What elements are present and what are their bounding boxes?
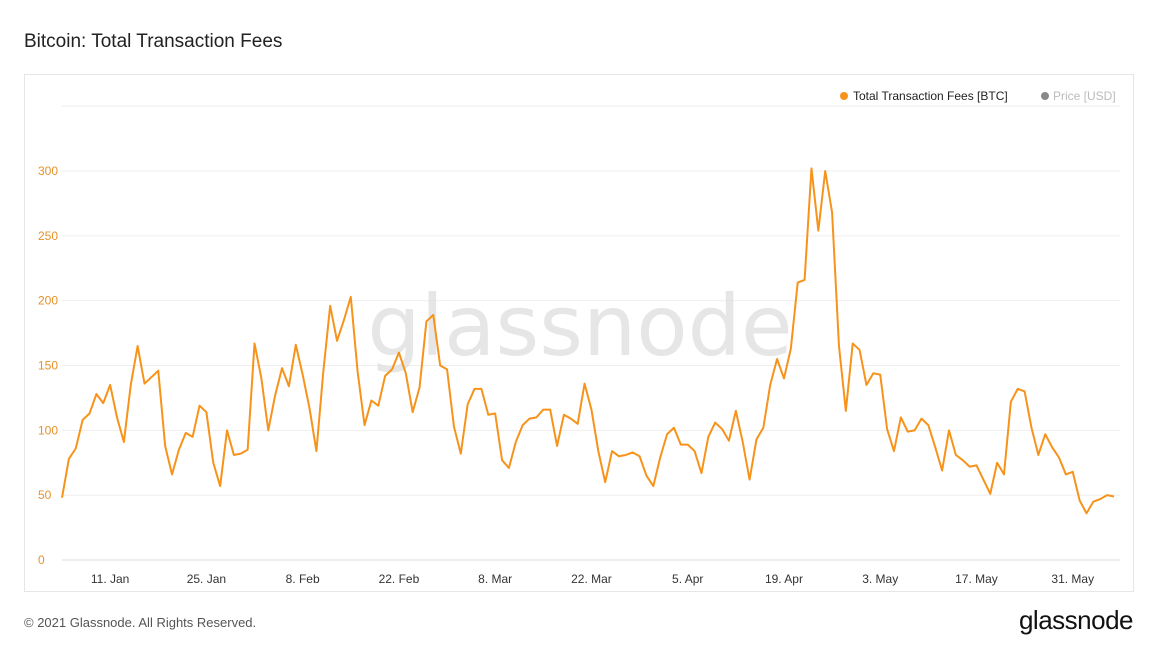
x-tick-label: 22. Mar bbox=[571, 572, 612, 586]
x-tick-label: 17. May bbox=[955, 572, 998, 586]
legend-item[interactable]: Total Transaction Fees [BTC] bbox=[840, 89, 1008, 103]
series-layer bbox=[61, 167, 1115, 515]
legend-label: Price [USD] bbox=[1053, 89, 1116, 103]
glassnode-logo[interactable]: glassnode bbox=[1018, 605, 1134, 635]
x-tick-label: 3. May bbox=[862, 572, 898, 586]
legend-label: Total Transaction Fees [BTC] bbox=[853, 89, 1008, 103]
x-tick-label: 8. Mar bbox=[478, 572, 512, 586]
x-tick-label: 31. May bbox=[1051, 572, 1094, 586]
x-tick-label: 19. Apr bbox=[765, 572, 803, 586]
series-line-total-transaction-fees bbox=[61, 167, 1115, 515]
grid-lines bbox=[62, 105, 1120, 561]
y-tick-label: 100 bbox=[38, 423, 58, 437]
x-axis-ticks: 11. Jan 25. Jan 8. Feb 22. Feb 8. Mar 22. Mar… bbox=[91, 572, 1094, 586]
y-tick-label: 150 bbox=[38, 359, 58, 373]
y-tick-label: 0 bbox=[38, 553, 45, 567]
copyright-text: © 2021 Glassnode. All Rights Reserved. bbox=[24, 615, 257, 630]
y-tick-label: 300 bbox=[38, 164, 58, 178]
chart-panel bbox=[24, 74, 1134, 592]
legend[interactable]: Total Transaction Fees [BTC] Price [USD] bbox=[840, 89, 1116, 103]
watermark: glassnode bbox=[367, 277, 792, 375]
legend-marker bbox=[1041, 92, 1049, 100]
legend-marker bbox=[840, 92, 848, 100]
y-axis-ticks: 0 50 100 150 200 250 300 bbox=[38, 164, 58, 567]
x-tick-label: 11. Jan bbox=[91, 572, 129, 586]
chart-svg: glassnode 0 50 100 150 200 250 300 11. Jan 25. … bbox=[38, 89, 1120, 586]
x-tick-label: 5. Apr bbox=[672, 572, 703, 586]
x-tick-label: 8. Feb bbox=[286, 572, 320, 586]
y-tick-label: 50 bbox=[38, 488, 52, 502]
y-tick-label: 250 bbox=[38, 229, 58, 243]
x-tick-label: 25. Jan bbox=[187, 572, 226, 586]
chart-title: Bitcoin: Total Transaction Fees bbox=[24, 31, 283, 52]
legend-item[interactable]: Price [USD] bbox=[1041, 89, 1116, 103]
y-tick-label: 200 bbox=[38, 294, 58, 308]
x-tick-label: 22. Feb bbox=[379, 572, 420, 586]
